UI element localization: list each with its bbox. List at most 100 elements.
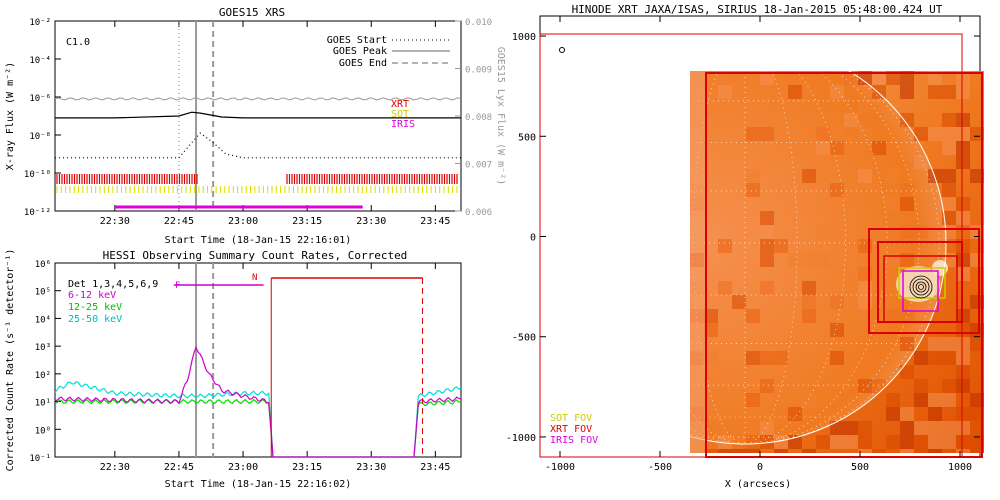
xrt-pixel	[760, 435, 774, 449]
xrt-coverage	[56, 174, 458, 184]
goes-xtick-label: 23:30	[356, 216, 386, 227]
xrt-pixel	[900, 197, 914, 211]
xrt-pixel	[970, 449, 984, 453]
xrt-pixel	[788, 407, 802, 421]
goes-xtick-label: 23:00	[228, 216, 258, 227]
xrt-pixel	[746, 435, 760, 449]
xrt-pixel	[746, 127, 760, 141]
xrt-pixel	[900, 113, 914, 127]
xrt-pixel	[858, 211, 872, 225]
xrt-pixel	[900, 225, 914, 239]
xrt-pixel	[760, 127, 774, 141]
hessi-plot-frame	[54, 262, 462, 458]
xrt-pixel	[914, 351, 928, 365]
goes-y2tick-label: 0.009	[465, 66, 492, 76]
xrt-xtick-label: -500	[648, 462, 672, 473]
xrt-ytick-label: -1000	[506, 433, 536, 444]
xrt-pixel	[970, 295, 984, 309]
xrt-pixel	[732, 295, 746, 309]
xrt-pixel	[928, 71, 942, 85]
goes-label-xrt: XRT	[391, 99, 409, 110]
xrt-pixel	[956, 379, 970, 393]
xrt-pixel	[718, 449, 732, 453]
xrt-pixel	[914, 127, 928, 141]
goes-short-line	[55, 132, 461, 159]
xrt-pixel	[718, 71, 732, 85]
xrt-pixel	[942, 183, 956, 197]
hessi-legend-12-25: 12-25 keV	[68, 302, 122, 313]
hessi-title: HESSI Observing Summary Count Rates, Cor…	[103, 249, 408, 262]
goes-ytick-label: 10⁻²	[29, 18, 51, 28]
hessi-ytick-label: 10⁰	[35, 426, 51, 436]
xrt-pixel	[970, 169, 984, 183]
xrt-pixel	[774, 239, 788, 253]
xrt-pixel	[760, 421, 774, 435]
xrt-pixel	[956, 323, 970, 337]
xrt-pixel	[886, 71, 900, 85]
hessi-ytick-label: 10⁴	[35, 315, 51, 325]
goes-xtick-label: 23:15	[292, 216, 322, 227]
xrt-pixel	[746, 351, 760, 365]
xrt-pixel	[956, 211, 970, 225]
xrt-pixel	[928, 435, 942, 449]
xrt-pixel	[802, 113, 816, 127]
xrt-pixel	[858, 421, 872, 435]
sot-coverage	[56, 186, 458, 193]
xrt-pixel	[900, 449, 914, 453]
xrt-pixel	[914, 421, 928, 435]
xrt-pixel	[886, 309, 900, 323]
xrt-pixel	[760, 211, 774, 225]
xrt-pixel	[830, 295, 844, 309]
goes-y2tick-label: 0.006	[465, 208, 492, 218]
xrt-pixel	[760, 351, 774, 365]
xrt-pixel	[928, 449, 942, 453]
xrt-pixel	[830, 421, 844, 435]
hessi-ytick-label: 10⁻¹	[29, 454, 51, 464]
xrt-pixel	[942, 435, 956, 449]
xrt-pixel	[956, 113, 970, 127]
xrt-pixel	[704, 309, 718, 323]
xrt-pixel	[802, 295, 816, 309]
hessi-series-12-25	[54, 398, 462, 458]
xrt-pixel	[858, 435, 872, 449]
xrt-pixel	[942, 113, 956, 127]
xrt-pixel	[704, 351, 718, 365]
goes-panel: GOES15 XRS 10⁻² 10⁻⁴ 10⁻⁶ 10⁻⁸ 10⁻¹⁰ 10⁻¹² 0.0…	[5, 6, 506, 246]
xrt-pixel	[844, 435, 858, 449]
xrt-pixel	[942, 337, 956, 351]
goes-y2label: GOES15 Lyx Flux (W m⁻²)	[495, 47, 506, 185]
goes-label-iris: IRIS	[391, 119, 415, 130]
xrt-pixel	[886, 435, 900, 449]
xrt-ytick-label: 0	[530, 233, 536, 244]
xrt-pixel	[802, 393, 816, 407]
xrt-pixel	[900, 421, 914, 435]
goes-y2tick-label: 0.008	[465, 113, 492, 123]
xrt-pixel	[732, 379, 746, 393]
hessi-xtick-label: 23:00	[228, 462, 258, 473]
hessi-legend-6-12: 6-12 keV	[68, 290, 116, 301]
xrt-fov-3	[883, 255, 958, 323]
xrt-pixel	[802, 281, 816, 295]
xrt-pixel	[830, 141, 844, 155]
xrt-pixel	[774, 435, 788, 449]
xrt-pixel	[900, 71, 914, 85]
xrt-pixel	[872, 379, 886, 393]
xrt-pixel	[830, 85, 844, 99]
goes-label-sot: SOT	[391, 109, 409, 120]
hessi-legend-25-50: 25-50 keV	[68, 314, 122, 325]
xrt-pixel	[830, 127, 844, 141]
goes-legend-start: GOES Start	[327, 35, 387, 46]
xrt-pixel	[760, 379, 774, 393]
hessi-legend-det: Det 1,3,4,5,6,9	[68, 279, 158, 290]
contours	[909, 275, 933, 299]
xrt-pixel	[914, 225, 928, 239]
xrt-pixel	[858, 169, 872, 183]
xrt-xtick-label: 500	[851, 462, 869, 473]
xrt-pixel	[886, 197, 900, 211]
xrt-sun-image	[690, 71, 984, 453]
xrt-pixel	[830, 351, 844, 365]
hessi-xtick-label: 23:45	[420, 462, 450, 473]
xrt-pixel	[942, 85, 956, 99]
xrt-pixel	[956, 435, 970, 449]
xrt-pixel	[872, 85, 886, 99]
